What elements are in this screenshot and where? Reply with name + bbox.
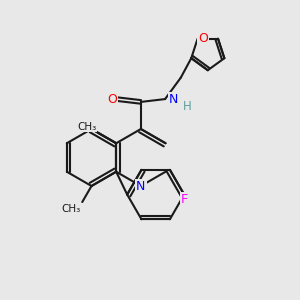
Text: O: O bbox=[198, 32, 208, 45]
Text: CH₃: CH₃ bbox=[77, 122, 97, 132]
Text: H: H bbox=[183, 100, 192, 113]
Text: N: N bbox=[136, 179, 146, 193]
Text: F: F bbox=[181, 193, 188, 206]
Text: N: N bbox=[169, 93, 178, 106]
Text: O: O bbox=[107, 93, 117, 106]
Text: CH₃: CH₃ bbox=[61, 204, 81, 214]
